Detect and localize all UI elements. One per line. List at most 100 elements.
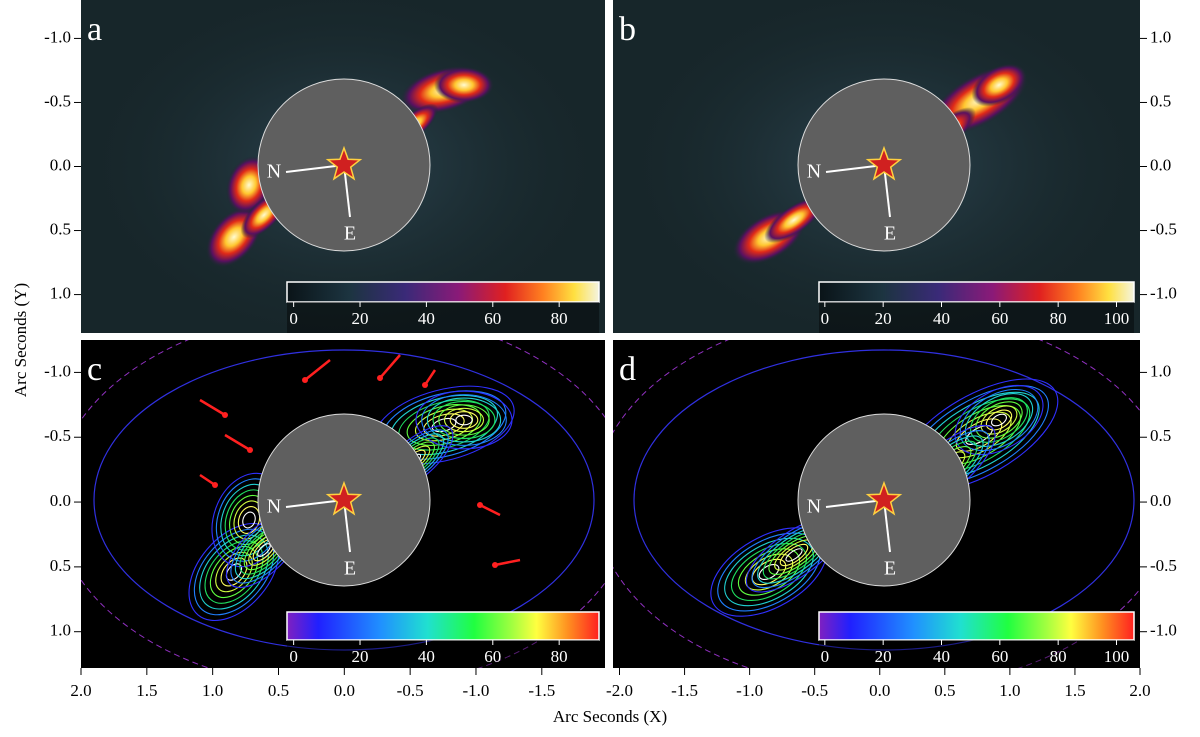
marker-arrow <box>199 398 226 417</box>
colorbar-tick-label: 40 <box>418 647 435 666</box>
colorbar-tick-label: 20 <box>875 647 892 666</box>
y-tick-label: -1.0 <box>44 361 71 380</box>
contour <box>432 400 496 440</box>
x-tick-label: -2.0 <box>606 681 633 700</box>
y-tick-label: 0.0 <box>50 491 71 510</box>
y-tick-label: 1.0 <box>1150 27 1171 46</box>
contour <box>991 413 1007 427</box>
contour <box>980 405 1018 435</box>
contour <box>758 563 780 581</box>
y-tick-label: -1.0 <box>1150 621 1177 640</box>
colorbar-tick-label: 40 <box>933 309 950 328</box>
contour <box>964 393 1034 447</box>
colorbar-tick-label: 0 <box>289 309 298 328</box>
marker-arrow-head <box>222 412 228 418</box>
contour <box>970 397 1028 443</box>
contour <box>449 411 479 429</box>
y-tick-label: 1.0 <box>1150 361 1171 380</box>
x-tick-label: 1.0 <box>202 681 223 700</box>
marker-arrow <box>379 354 401 379</box>
y-tick-label: -0.5 <box>44 91 71 110</box>
colorbar-tick-label: 60 <box>991 309 1008 328</box>
compass-north-label: N <box>807 496 821 518</box>
compass-east-label: E <box>884 223 896 245</box>
marker-arrow-head <box>212 482 218 488</box>
colorbar-tick-label: 80 <box>551 647 568 666</box>
contour <box>426 397 502 443</box>
y-tick-label: -1.0 <box>44 27 71 46</box>
panel-label: b <box>619 11 636 48</box>
contour <box>421 394 507 446</box>
y-tick-label: 1.0 <box>50 283 71 302</box>
panel: N Eb 0 20 40 60 80 100 <box>613 0 1140 333</box>
contour <box>959 388 1039 452</box>
panel-label: a <box>87 11 102 48</box>
x-tick-label: 1.5 <box>1064 681 1085 700</box>
panel: N Ec 0 20 40 60 80 <box>81 340 605 668</box>
contour <box>93 349 595 651</box>
colorbar <box>818 611 1135 641</box>
marker-arrow-head <box>302 377 308 383</box>
y-tick-label: 0.5 <box>1150 91 1171 110</box>
y-axis-title: Arc Seconds (Y) <box>11 283 30 397</box>
marker-arrow <box>479 503 501 517</box>
marker-arrow-head <box>422 382 428 388</box>
colorbar-tick-label: 40 <box>933 647 950 666</box>
emission <box>764 196 824 244</box>
colorbar-tick-label: 40 <box>418 309 435 328</box>
colorbar-label-area <box>287 640 599 668</box>
y-tick-label: 0.5 <box>1150 426 1171 445</box>
compass-north <box>825 164 885 173</box>
contour <box>414 408 474 442</box>
colorbar-tick-label: 0 <box>289 647 298 666</box>
y-tick-label: 0.0 <box>1150 155 1171 174</box>
contour <box>242 511 256 529</box>
contour <box>237 506 261 534</box>
y-tick-label: 0.5 <box>50 219 71 238</box>
x-tick-label: -1.5 <box>671 681 698 700</box>
y-tick-label: 1.0 <box>50 621 71 640</box>
contour <box>455 414 473 426</box>
colorbar-tick-label: 20 <box>352 309 369 328</box>
compass-east <box>343 499 351 553</box>
contour <box>406 404 482 446</box>
compass-north-label: N <box>267 496 281 518</box>
contour <box>443 407 485 433</box>
x-tick-label: -1.0 <box>736 681 763 700</box>
colorbar-tick-label: 100 <box>1104 309 1130 328</box>
x-tick-label: 1.5 <box>136 681 157 700</box>
marker-arrow-head <box>377 375 383 381</box>
compass-north-label: N <box>267 161 281 183</box>
panel-label: d <box>619 351 636 388</box>
contour <box>731 542 807 602</box>
marker-arrow-head <box>477 502 483 508</box>
x-tick-label: 0.0 <box>869 681 890 700</box>
colorbar-tick-label: 20 <box>875 309 892 328</box>
y-tick-label: -0.5 <box>1150 556 1177 575</box>
compass-north-label: N <box>807 161 821 183</box>
x-tick-label: 2.0 <box>70 681 91 700</box>
emission <box>971 63 1027 107</box>
x-tick-label: -0.5 <box>801 681 828 700</box>
marker-arrow <box>304 359 331 381</box>
compass-north <box>825 499 885 508</box>
y-tick-label: -0.5 <box>1150 219 1177 238</box>
x-tick-label: 0.5 <box>934 681 955 700</box>
panel-label: c <box>87 351 102 388</box>
marker-arrow <box>423 369 437 386</box>
x-tick-label: 1.0 <box>999 681 1020 700</box>
colorbar-label-area <box>819 302 1134 333</box>
colorbar-label-area <box>287 302 599 333</box>
y-tick-label: -1.0 <box>1150 283 1177 302</box>
colorbar-tick-label: 0 <box>821 647 830 666</box>
colorbar-tick-label: 0 <box>821 309 830 328</box>
y-tick-label: 0.0 <box>50 155 71 174</box>
star <box>865 145 903 181</box>
contour <box>633 349 1135 651</box>
contour <box>415 390 513 450</box>
marker-arrow-head <box>492 562 498 568</box>
contour <box>438 404 490 436</box>
colorbar <box>286 611 600 641</box>
x-tick-label: -0.5 <box>397 681 424 700</box>
